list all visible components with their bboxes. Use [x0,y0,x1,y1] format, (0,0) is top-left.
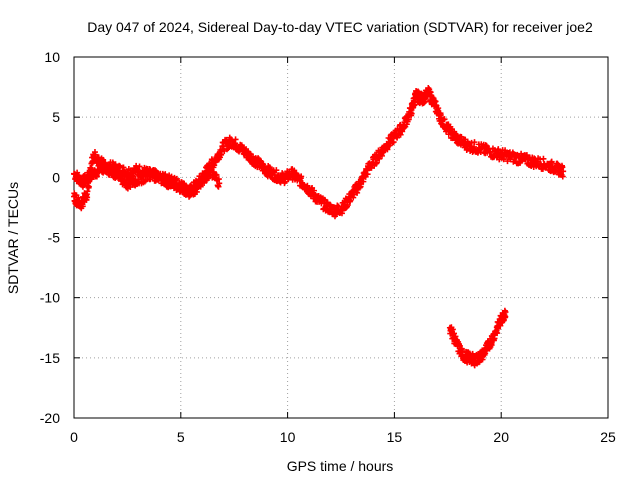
data-point [373,159,380,166]
data-point [208,164,215,171]
data-point [98,157,105,164]
axis-tick-labels: 0 5 10 15 20 25 10 5 0 -5 -10 -15 -20 [40,49,616,445]
data-point [304,182,311,189]
data-point [449,326,456,333]
data-point [548,158,555,165]
data-point [560,168,567,175]
data-point [87,173,94,180]
data-point [175,186,182,193]
series-short-track [446,307,509,369]
data-point [360,178,367,185]
y-axis-label: SDTVAR / TECUs [5,182,21,294]
data-point [136,163,143,170]
x-tick-label: 15 [387,429,403,445]
data-point [497,322,504,329]
data-point [100,156,107,163]
data-points [71,85,567,369]
data-point [204,175,211,182]
data-point [88,166,95,173]
data-point [488,342,495,349]
series-main-track-B [71,149,223,212]
plot-frame [73,56,609,419]
data-point [116,169,123,176]
data-point [344,202,351,209]
data-point [540,155,547,162]
data-point [415,88,422,95]
data-point [216,180,223,187]
y-tick-label: 5 [52,109,60,125]
y-tick-label: -10 [40,290,60,306]
x-tick-label: 5 [177,429,185,445]
data-point [559,173,566,180]
data-point [173,175,180,182]
data-point [378,152,385,159]
series-main-track-A [71,85,567,220]
data-point [390,139,397,146]
data-point [435,105,442,112]
x-tick-label: 10 [280,429,296,445]
data-point [553,167,560,174]
y-tick-label: -15 [40,350,60,366]
data-point [408,110,415,117]
data-point [84,188,91,195]
data-point [85,183,92,190]
grid-lines [74,57,608,418]
x-tick-label: 20 [493,429,509,445]
data-point [364,171,371,178]
data-point [117,163,124,170]
x-tick-label: 0 [70,429,78,445]
data-point [197,183,204,190]
data-point [84,194,91,201]
data-point [502,309,509,316]
data-point [471,139,478,146]
x-tick-label: 25 [600,429,616,445]
chart-title: Day 047 of 2024, Sidereal Day-to-day VTE… [87,19,593,35]
data-point [494,330,501,337]
data-point [298,173,305,180]
y-tick-label: 10 [44,49,60,65]
data-point [232,136,239,143]
y-tick-label: 0 [52,169,60,185]
data-point [79,203,86,210]
data-point [273,167,280,174]
y-tick-label: -20 [40,410,60,426]
x-axis-label: GPS time / hours [287,458,394,474]
y-tick-label: -5 [48,230,61,246]
data-point [120,164,127,171]
data-point [405,116,412,123]
data-point [441,116,448,123]
